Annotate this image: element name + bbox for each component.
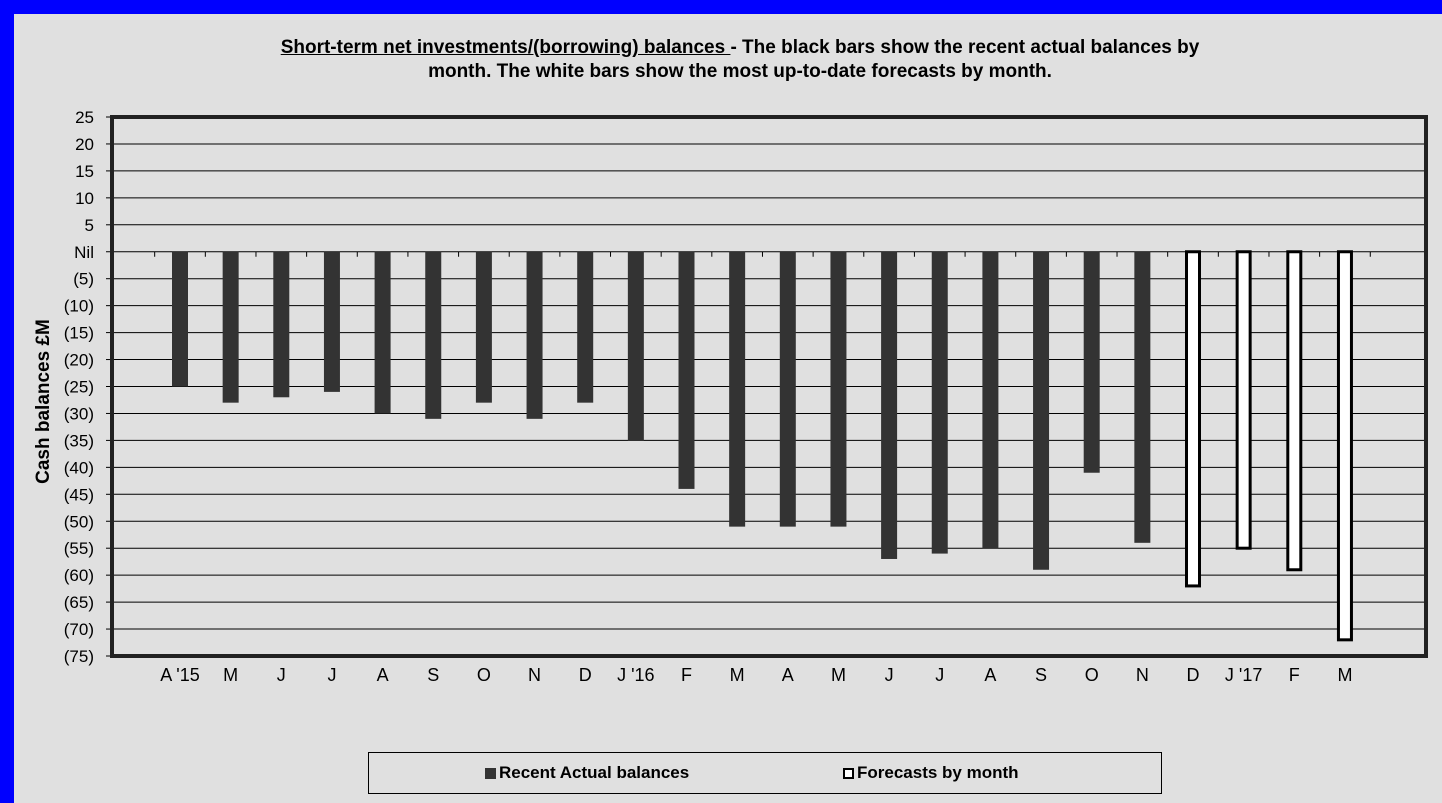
bar-forecast xyxy=(1235,250,1252,550)
legend-label-forecast: Forecasts by month xyxy=(857,763,1019,782)
x-tick-label: J xyxy=(277,665,286,685)
y-tick-label: (15) xyxy=(64,324,94,343)
x-tick-label: O xyxy=(477,665,491,685)
y-tick-label: 15 xyxy=(75,162,94,181)
legend: Recent Actual balances Forecasts by mont… xyxy=(368,752,1162,794)
x-tick-label: J '17 xyxy=(1225,665,1262,685)
legend-swatch-forecast xyxy=(843,767,854,779)
bar-actual xyxy=(1083,251,1100,473)
bar-forecast xyxy=(1286,250,1303,572)
legend-swatch-actual xyxy=(485,767,496,779)
x-tick-label: N xyxy=(528,665,541,685)
x-tick-label: S xyxy=(427,665,439,685)
y-tick-label: (40) xyxy=(64,458,94,477)
chart-title-line2: month. The white bars show the most up-t… xyxy=(428,61,1052,82)
bar-actual xyxy=(1134,251,1151,543)
y-tick-label: (50) xyxy=(64,512,94,531)
y-tick-label: (70) xyxy=(64,620,94,639)
y-tick-label: (35) xyxy=(64,431,94,450)
y-tick-label: 20 xyxy=(75,135,94,154)
bar-actual xyxy=(323,251,340,392)
y-tick-label: (75) xyxy=(64,647,94,666)
chart-title-underlined: Short-term net investments/(borrowing) b… xyxy=(280,37,731,58)
legend-label-actual: Recent Actual balances xyxy=(499,763,690,782)
x-tick-label: D xyxy=(1187,665,1200,685)
y-tick-label: (55) xyxy=(64,539,94,558)
bar-forecast xyxy=(1185,250,1201,588)
bar-actual xyxy=(678,251,695,489)
y-tick-label: (30) xyxy=(64,404,94,423)
y-tick-label: 25 xyxy=(75,108,94,127)
x-tick-label: O xyxy=(1085,665,1099,685)
legend-item-forecast: Forecasts by month xyxy=(843,763,1019,783)
x-tick-label: F xyxy=(681,665,692,685)
x-tick-label: M xyxy=(730,665,745,685)
x-tick-label: M xyxy=(223,665,238,685)
bar-actual xyxy=(222,251,239,403)
chart-title-rest: - The black bars show the recent actual … xyxy=(730,37,1200,58)
x-tick-label: J xyxy=(885,665,894,685)
y-tick-label: (10) xyxy=(64,297,94,316)
bar-actual xyxy=(982,251,999,549)
bar-actual xyxy=(273,251,290,398)
x-tick-label: J xyxy=(935,665,944,685)
bar-actual xyxy=(830,251,847,527)
y-tick-label: (5) xyxy=(73,270,94,289)
x-tick-label: D xyxy=(579,665,592,685)
bar-actual xyxy=(577,251,594,403)
bar-actual xyxy=(931,251,948,554)
y-tick-label: (65) xyxy=(64,593,94,612)
x-tick-label: J xyxy=(327,665,336,685)
y-tick-label: (25) xyxy=(64,378,94,397)
x-tick-label: N xyxy=(1136,665,1149,685)
x-tick-label: F xyxy=(1289,665,1300,685)
x-tick-label: S xyxy=(1035,665,1047,685)
x-tick-label: A '15 xyxy=(160,665,199,685)
bar-actual xyxy=(779,251,796,527)
bar-actual xyxy=(1033,251,1050,570)
legend-item-actual: Recent Actual balances xyxy=(485,763,689,783)
x-tick-label: M xyxy=(1337,665,1352,685)
bar-actual xyxy=(526,251,543,419)
x-tick-label: M xyxy=(831,665,846,685)
x-tick-label: J '16 xyxy=(617,665,654,685)
y-tick-label: 10 xyxy=(75,189,94,208)
bar-forecast xyxy=(1336,250,1353,642)
y-tick-label: 5 xyxy=(85,216,94,235)
bar-actual xyxy=(374,251,391,414)
y-tick-label: (60) xyxy=(64,566,94,585)
bar-actual xyxy=(627,251,644,441)
x-tick-label: A xyxy=(377,665,389,685)
bar-actual xyxy=(172,251,188,387)
y-axis-label: Cash balances £M xyxy=(33,319,54,484)
chart-title: Short-term net investments/(borrowing) b… xyxy=(0,36,1442,84)
y-tick-label: Nil xyxy=(74,243,94,262)
x-tick-label: A xyxy=(782,665,794,685)
x-tick-label: A xyxy=(984,665,996,685)
y-tick-label: (45) xyxy=(64,485,94,504)
plot-area-border xyxy=(110,115,1428,658)
bar-actual xyxy=(881,251,898,559)
y-tick-label: (20) xyxy=(64,351,94,370)
bar-actual xyxy=(729,251,746,527)
bar-actual xyxy=(425,251,442,419)
bar-actual xyxy=(475,251,492,403)
